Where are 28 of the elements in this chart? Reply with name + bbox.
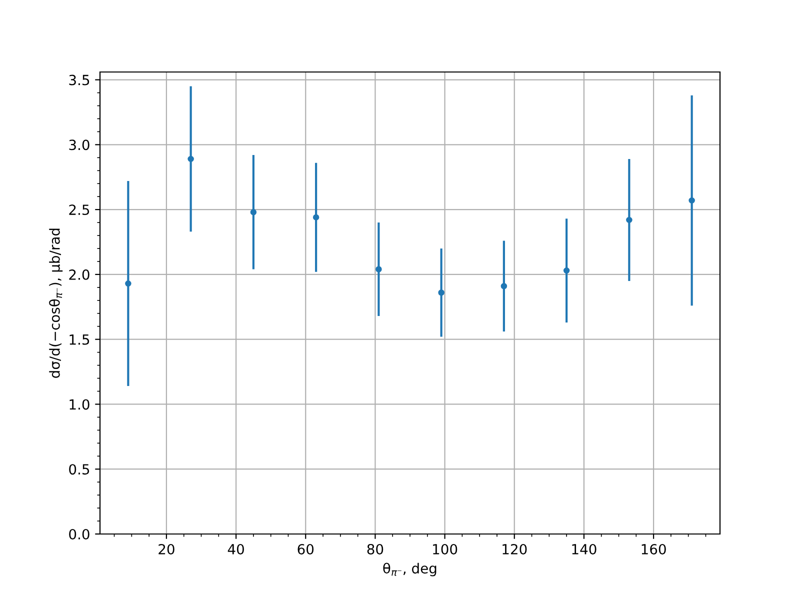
y-tick-label: 2.5 bbox=[69, 204, 90, 216]
y-tick-label: 1.5 bbox=[70, 334, 90, 345]
x-tick-label: 120 bbox=[502, 544, 527, 554]
point bbox=[188, 156, 194, 162]
point bbox=[500, 283, 508, 290]
point bbox=[250, 209, 257, 216]
y-tick-label: 1.0 bbox=[70, 399, 90, 410]
point bbox=[563, 267, 570, 274]
x-tick-label: 20 bbox=[158, 544, 174, 554]
point bbox=[376, 266, 382, 272]
x-axis-title: θ$_{π⁻}$, deg bbox=[383, 562, 436, 576]
x-tick-label: 140 bbox=[572, 544, 596, 554]
point bbox=[688, 197, 695, 204]
y-tick-label: 2.0 bbox=[69, 269, 90, 280]
y-tick-label: 3.0 bbox=[69, 140, 90, 150]
point bbox=[312, 214, 320, 220]
x-tick-label: 40 bbox=[228, 544, 244, 554]
y-tick-label: 0.0 bbox=[69, 528, 90, 540]
point bbox=[125, 280, 132, 287]
point bbox=[438, 289, 444, 296]
y-axis-title: dσ/d(−cosθ$_{π⁻}$), μb/rad bbox=[49, 228, 63, 378]
x-tick-label: 60 bbox=[298, 544, 314, 554]
y-tick-label: 3.5 bbox=[69, 74, 90, 86]
x-tick-label: 160 bbox=[642, 544, 666, 554]
x-tick-label: 80 bbox=[367, 544, 384, 554]
x-tick-label: 100 bbox=[433, 544, 458, 554]
point bbox=[626, 216, 632, 224]
y-tick-label: 0.5 bbox=[69, 464, 90, 475]
